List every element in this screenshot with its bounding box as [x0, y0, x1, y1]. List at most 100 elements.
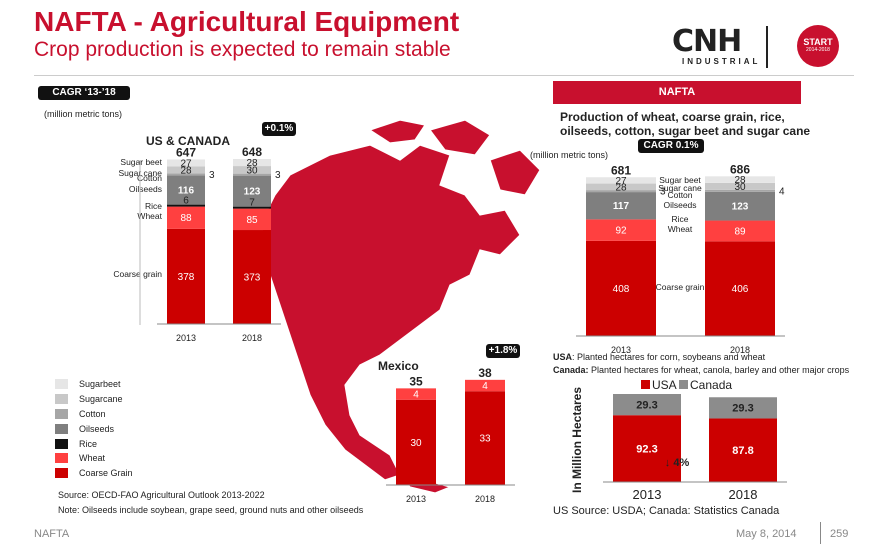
value-label-hectares-usa-2013: 92.3: [636, 443, 657, 455]
arctic-island-2: [428, 119, 491, 156]
bar-hectares-canada-2018: [709, 397, 777, 419]
bar-us-canada-oilseeds-2018: [233, 175, 271, 207]
hectares-change-label: ↓ 4%: [665, 457, 690, 469]
header-divider: [34, 75, 854, 76]
canada-note-text: Planted hectares for wheat, canola, barl…: [588, 365, 850, 375]
mexico-title: Mexico: [378, 359, 419, 373]
legend-swatch-rice: [55, 438, 68, 449]
value-label-nafta-wheat-2013: 92: [615, 226, 627, 237]
bar-us-canada-sugar-cane-2018: [233, 166, 271, 174]
bar-us-canada-cotton-2013: [167, 173, 205, 176]
bar-us-canada-wheat-2018: [233, 208, 271, 231]
footer-page: 259: [830, 528, 849, 540]
legend-label-oilseeds: Oilseeds: [79, 423, 115, 434]
series-label-us-canada-sugar-beet: Sugar beet: [120, 157, 162, 167]
arctic-island-1: [368, 119, 426, 144]
value-label-mexico-coarse-grain-2018: 33: [479, 434, 491, 445]
value-label-nafta-sugar-cane-2013: 28: [615, 182, 627, 193]
bar-nafta-coarse-grain-2018: [705, 241, 775, 336]
usa-note-label: USA: [553, 352, 573, 362]
bar-us-canada-cotton-2018: [233, 173, 271, 176]
nafta-banner: NAFTA: [553, 81, 801, 104]
series-label-us-canada-rice: Rice: [145, 201, 162, 211]
value-label-mexico-wheat-2018: 4: [482, 381, 488, 392]
series-label-nafta-oilseeds: Oilseeds: [663, 200, 696, 210]
right-title-1: Production of wheat, coarse grain, rice,: [560, 110, 785, 124]
total-label-mexico-2013: 35: [409, 374, 423, 388]
bar-mexico-wheat-2013: [396, 388, 436, 400]
value-label-us-canada-oilseeds-2018: 123: [244, 187, 261, 198]
start-badge: START 2014-2018: [797, 25, 839, 67]
series-label-us-canada-cotton: Cotton: [137, 173, 162, 183]
value-label-us-canada-sugar-beet-2018: 28: [246, 158, 258, 169]
legend-swatch-oilseeds: [55, 423, 68, 434]
category-label-nafta-2013: 2013: [611, 345, 631, 355]
value-label-nafta-sugar-cane-2018: 30: [734, 182, 746, 193]
bar-nafta-cotton-2013: [586, 190, 656, 193]
value-label-nafta-cotton-2018: 4: [779, 186, 785, 197]
canada-note: Canada: Planted hectares for wheat, cano…: [553, 365, 849, 375]
value-label-us-canada-cotton-2013: 3: [209, 170, 215, 181]
series-label-nafta-sugar-cane: Sugar cane: [658, 183, 702, 193]
legend-item-oilseeds: Oilseeds: [55, 421, 133, 436]
legend-item-rice: Rice: [55, 436, 133, 451]
legend-item-coarse-grain: Coarse Grain: [55, 466, 133, 481]
value-label-hectares-canada-2018: 29.3: [732, 403, 753, 415]
bar-nafta-oilseeds-2013: [586, 192, 656, 220]
footer-date: May 8, 2014: [736, 528, 797, 540]
category-label-nafta-2018: 2018: [730, 345, 750, 355]
total-label-nafta-2018: 686: [730, 162, 750, 176]
series-label-nafta-sugar-beet: Sugar beet: [659, 175, 701, 185]
bar-nafta-oilseeds-2018: [705, 191, 775, 221]
usa-note-text: : Planted hectares for corn, soybeans an…: [572, 352, 766, 362]
series-label-us-canada-oilseeds: Oilseeds: [129, 184, 162, 194]
legend-item-cotton: Cotton: [55, 407, 133, 422]
value-label-nafta-coarse-grain-2018: 406: [732, 284, 749, 295]
legend-item-sugarbeet: Sugarbeet: [55, 377, 133, 392]
legend: Sugarbeet Sugarcane Cotton Oilseeds Rice Whea…: [55, 377, 133, 481]
value-label-us-canada-rice-2013: 6: [183, 196, 189, 207]
value-label-us-canada-wheat-2013: 88: [180, 213, 192, 224]
bar-us-canada-rice-2018: [233, 206, 271, 209]
bar-hectares-usa-2018: [709, 418, 777, 482]
value-label-hectares-usa-2018: 87.8: [732, 445, 753, 457]
total-label-us-canada-2013: 647: [176, 146, 196, 160]
category-label-mexico-2018: 2018: [475, 494, 495, 504]
arctic-island-3: [489, 149, 541, 196]
bar-mexico-wheat-2018: [465, 379, 505, 392]
value-label-us-canada-sugar-cane-2018: 30: [246, 165, 258, 176]
region-title: US & CANADA: [146, 134, 230, 148]
bar-us-canada-oilseeds-2013: [167, 175, 205, 205]
bar-nafta-cotton-2018: [705, 189, 775, 192]
canada-note-label: Canada:: [553, 365, 589, 375]
bar-us-canada-sugar-beet-2013: [167, 159, 205, 167]
value-label-nafta-sugar-beet-2018: 28: [734, 175, 746, 186]
series-label-us-canada-wheat: Wheat: [137, 211, 162, 221]
value-label-hectares-canada-2013: 29.3: [636, 399, 657, 411]
value-label-us-canada-sugar-beet-2013: 27: [180, 158, 192, 169]
usa-note: USA: Planted hectares for corn, soybeans…: [553, 352, 765, 362]
value-label-nafta-cotton-2013: 3: [660, 187, 666, 198]
category-label-mexico-2013: 2013: [406, 494, 426, 504]
value-label-us-canada-cotton-2018: 3: [275, 170, 281, 181]
bar-mexico-coarse-grain-2018: [465, 391, 505, 485]
value-label-nafta-wheat-2018: 89: [734, 226, 746, 237]
series-label-nafta-wheat: Wheat: [668, 224, 693, 234]
legend-label-wheat: Wheat: [79, 453, 106, 464]
legend-swatch-wheat: [55, 453, 68, 464]
bar-us-canada-coarse-grain-2013: [167, 228, 205, 324]
oilseeds-note: Note: Oilseeds include soybean, grape se…: [58, 505, 364, 515]
bar-us-canada-rice-2013: [167, 204, 205, 207]
growth-pill: +0.1%: [262, 122, 296, 136]
value-label-us-canada-wheat-2018: 85: [246, 215, 258, 226]
hectares-source: US Source: USDA; Canada: Statistics Cana…: [553, 505, 780, 517]
series-label-nafta-rice: Rice: [671, 214, 688, 224]
bar-nafta-wheat-2013: [586, 219, 656, 241]
cnh-logo-sub: INDUSTRIAL: [682, 57, 761, 66]
value-label-nafta-oilseeds-2018: 123: [732, 202, 749, 213]
bar-hectares-canada-2013: [613, 394, 681, 416]
category-label-hectares-2018: 2018: [729, 487, 758, 502]
bar-hectares-usa-2013: [613, 415, 681, 482]
bar-us-canada-sugar-cane-2013: [167, 166, 205, 174]
